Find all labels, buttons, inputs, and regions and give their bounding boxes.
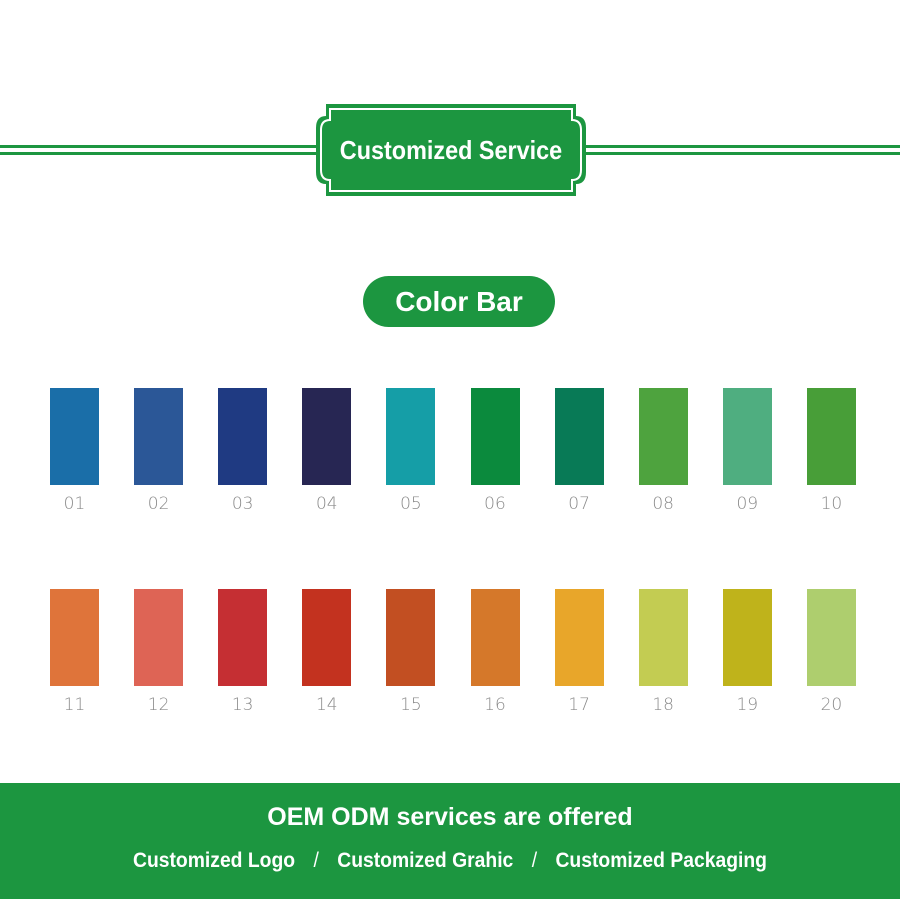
color-swatch-20	[806, 589, 856, 686]
color-swatch-10	[806, 388, 856, 485]
color-swatch-15	[386, 589, 436, 686]
color-swatch-16	[470, 589, 520, 686]
color-swatch-12	[134, 589, 184, 686]
separator: /	[531, 849, 538, 872]
footer-banner: OEM ODM services are offered Customized …	[0, 783, 900, 899]
color-swatch-19	[722, 589, 772, 686]
color-code-label: 18	[652, 695, 674, 715]
color-swatch-01	[50, 388, 99, 485]
color-code-label: 06	[484, 494, 506, 514]
color-code-label: 05	[400, 494, 422, 514]
separator: /	[313, 849, 319, 872]
color-code-label: 14	[315, 695, 338, 715]
color-code-label: 10	[820, 494, 843, 514]
service-logo: Customized Logo	[133, 849, 296, 872]
color-code-label: 02	[147, 494, 170, 514]
color-swatch-03	[218, 388, 268, 485]
color-swatch-18	[638, 589, 688, 686]
color-swatch-17	[554, 589, 604, 686]
color-swatch-14	[302, 589, 352, 686]
color-code-label: 03	[231, 494, 254, 514]
footer-services: Customized Logo / Customized Grahic / Custom…	[36, 849, 864, 873]
banner-frame	[316, 104, 586, 196]
color-code-label: 07	[568, 494, 590, 514]
color-code-label: 11	[63, 695, 86, 715]
color-code-label: 19	[736, 695, 759, 715]
color-code-label: 16	[484, 695, 506, 715]
color-swatch-07	[554, 388, 604, 485]
color-swatch-13	[218, 589, 268, 686]
color-swatch-02	[134, 388, 184, 485]
service-graphic: Customized Grahic	[337, 849, 514, 872]
color-swatch-06	[470, 388, 520, 485]
color-code-label: 09	[736, 494, 759, 514]
color-code-label: 04	[315, 494, 338, 514]
color-swatch-11	[50, 589, 99, 686]
color-code-label: 13	[231, 695, 254, 715]
color-swatch-04	[302, 388, 352, 485]
footer-title: OEM ODM services are offered	[267, 803, 633, 831]
section-title: Color Bar	[363, 276, 555, 327]
color-code-label: 01	[63, 494, 86, 514]
color-code-label: 12	[147, 695, 170, 715]
color-code-label: 08	[652, 494, 674, 514]
color-code-label: 17	[568, 695, 590, 715]
color-code-label: 15	[400, 695, 422, 715]
service-packaging: Customized Packaging	[555, 849, 767, 872]
color-swatch-05	[386, 388, 436, 485]
banner-title: Customized Service	[339, 134, 563, 165]
color-swatch-09	[722, 388, 772, 485]
color-code-label: 20	[820, 695, 843, 715]
color-swatch-08	[638, 388, 688, 485]
